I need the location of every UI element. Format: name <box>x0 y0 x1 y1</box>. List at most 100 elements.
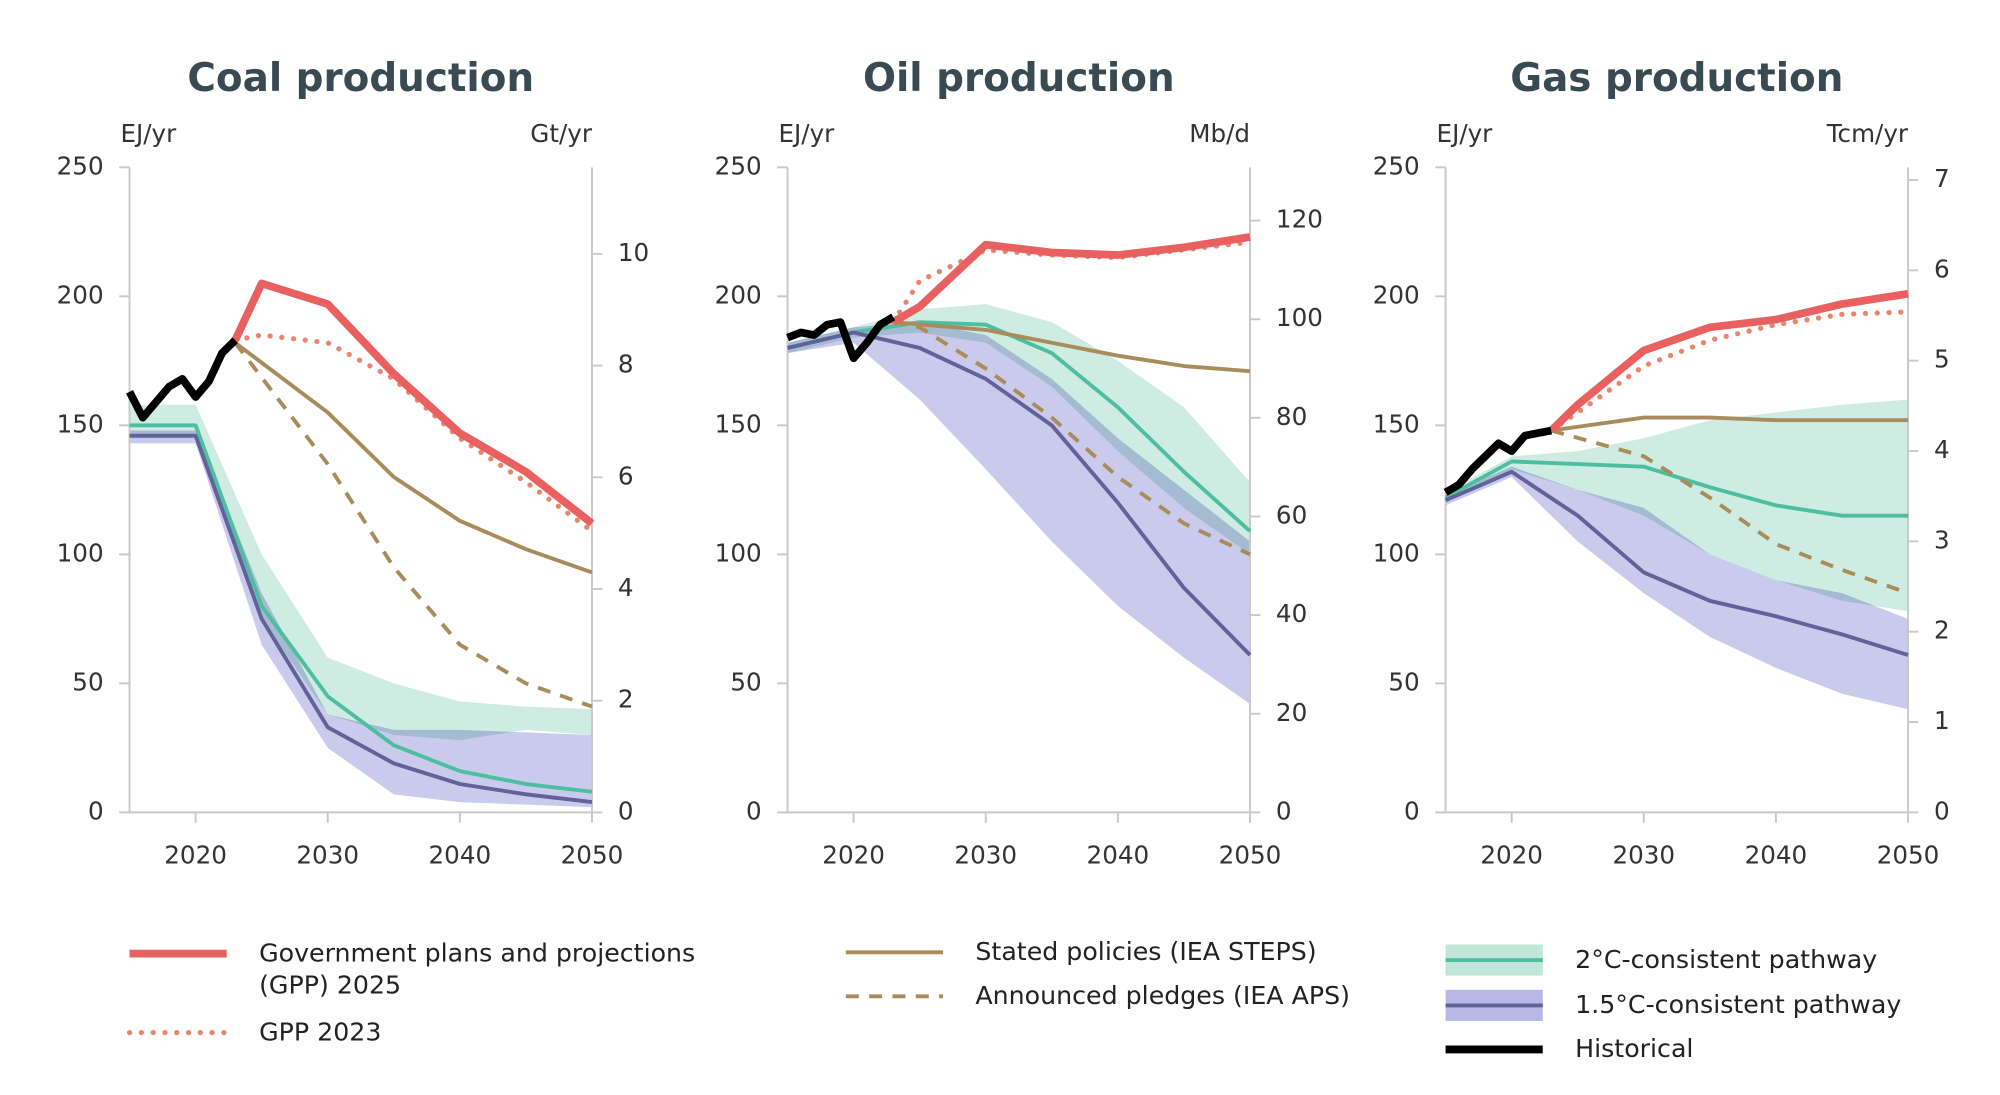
series-line <box>1443 426 1553 496</box>
y2-tick-label: 5 <box>1934 345 1950 374</box>
y2-axis-label: Gt/yr <box>530 119 593 148</box>
series-line <box>1551 415 1909 433</box>
y-tick-label: 150 <box>1373 409 1420 438</box>
chart-title: Coal production <box>187 56 534 101</box>
x-tick-label: 2050 <box>1219 840 1282 869</box>
y2-tick-label: 6 <box>618 461 634 490</box>
y-tick-label: 50 <box>72 667 103 696</box>
y2-tick-label: 4 <box>618 573 634 602</box>
legend-label: 2°C-consistent pathway <box>1575 944 1878 975</box>
legend-item: Announced pledges (IEA APS) <box>975 980 1351 1011</box>
y-tick-label: 250 <box>1373 151 1420 180</box>
y2-tick-label: 4 <box>1934 435 1950 464</box>
band <box>787 322 1250 705</box>
series-line <box>787 330 1252 657</box>
series-line <box>231 279 595 527</box>
x-tick-label: 2020 <box>822 840 885 869</box>
y2-tick-label: 3 <box>1934 525 1950 554</box>
x-tick-label: 2040 <box>429 840 492 869</box>
y-tick-label: 100 <box>1373 538 1420 567</box>
series-line <box>786 313 896 363</box>
y-tick-label: 200 <box>57 280 104 309</box>
y-tick-label: 50 <box>730 667 761 696</box>
y-tick-label: 0 <box>88 796 104 825</box>
y2-tick-label: 8 <box>618 350 634 379</box>
series-line <box>1444 469 1909 657</box>
series-line <box>129 433 593 805</box>
series-line <box>234 341 593 575</box>
y2-axis-label: Mb/d <box>1189 119 1250 148</box>
x-tick-label: 2040 <box>1087 840 1150 869</box>
legend-item: 2°C-consistent pathway <box>1575 944 1878 975</box>
legend-item: Historical <box>1575 1033 1694 1064</box>
series-line <box>1444 459 1909 518</box>
y2-tick-label: 2 <box>618 685 634 714</box>
series-line <box>232 332 595 534</box>
y2-tick-label: 1 <box>1934 706 1950 735</box>
y2-tick-label: 40 <box>1276 599 1307 628</box>
series-line <box>893 320 1251 374</box>
y-tick-label: 0 <box>746 796 762 825</box>
legend-item: GPP 2023 <box>259 1017 382 1047</box>
y2-tick-label: 60 <box>1276 500 1307 529</box>
y-axis-label: EJ/yr <box>120 119 177 148</box>
y-axis-label: EJ/yr <box>778 119 835 148</box>
x-tick-label: 2050 <box>561 840 624 869</box>
legend-label: Government plans and projections (GPP) 2… <box>259 938 696 1001</box>
y-tick-label: 50 <box>1388 667 1419 696</box>
y-tick-label: 100 <box>57 538 104 567</box>
legend-label: Stated policies (IEA STEPS) <box>975 936 1317 967</box>
y-tick-label: 100 <box>715 538 762 567</box>
x-tick-label: 2030 <box>1612 840 1675 869</box>
y2-tick-label: 6 <box>1934 254 1950 283</box>
y-tick-label: 150 <box>715 409 762 438</box>
y-tick-label: 0 <box>1404 796 1420 825</box>
x-tick-label: 2030 <box>296 840 359 869</box>
series-line <box>126 337 238 422</box>
y2-tick-label: 7 <box>1934 164 1950 193</box>
y2-tick-label: 10 <box>618 238 649 267</box>
band <box>1445 399 1909 612</box>
series-line <box>1548 309 1911 434</box>
series-line <box>1550 428 1909 595</box>
band <box>129 430 592 808</box>
chart-title: Gas production <box>1510 56 1843 101</box>
legend-label: GPP 2023 <box>259 1017 382 1047</box>
y2-tick-label: 80 <box>1276 402 1307 431</box>
x-tick-label: 2040 <box>1745 840 1808 869</box>
y2-tick-label: 0 <box>1276 796 1292 825</box>
y-axis-label: EJ/yr <box>1437 119 1494 148</box>
y2-tick-label: 100 <box>1276 303 1323 332</box>
series-line <box>891 233 1251 326</box>
series-line <box>787 320 1252 533</box>
band <box>787 304 1250 555</box>
series-line <box>892 320 1251 557</box>
y-tick-label: 250 <box>57 151 104 180</box>
legend-label: Historical <box>1575 1033 1694 1064</box>
series-line <box>129 423 593 794</box>
x-tick-label: 2020 <box>164 840 227 869</box>
legend-item: Government plans and projections (GPP) 2… <box>259 938 696 1001</box>
legend-label: Announced pledges (IEA APS) <box>975 980 1351 1011</box>
legend-item: Stated policies (IEA STEPS) <box>975 936 1317 967</box>
legend-item: 1.5°C-consistent pathway <box>1575 989 1902 1020</box>
y2-tick-label: 0 <box>618 796 634 825</box>
chart-title: Oil production <box>863 56 1175 101</box>
y2-tick-label: 2 <box>1934 616 1950 645</box>
y-tick-label: 150 <box>57 409 104 438</box>
y-tick-label: 250 <box>715 151 762 180</box>
x-tick-label: 2030 <box>954 840 1017 869</box>
x-tick-label: 2020 <box>1480 840 1543 869</box>
x-tick-label: 2050 <box>1877 840 1940 869</box>
series-line <box>233 341 593 709</box>
y2-tick-label: 20 <box>1276 698 1307 727</box>
y-tick-label: 200 <box>715 280 762 309</box>
y2-tick-label: 120 <box>1276 205 1323 234</box>
y-tick-label: 200 <box>1373 280 1420 309</box>
band <box>129 404 592 741</box>
series-line <box>1548 289 1909 434</box>
y2-axis-label: Tcm/yr <box>1826 119 1909 148</box>
legend-label: 1.5°C-consistent pathway <box>1575 989 1902 1020</box>
